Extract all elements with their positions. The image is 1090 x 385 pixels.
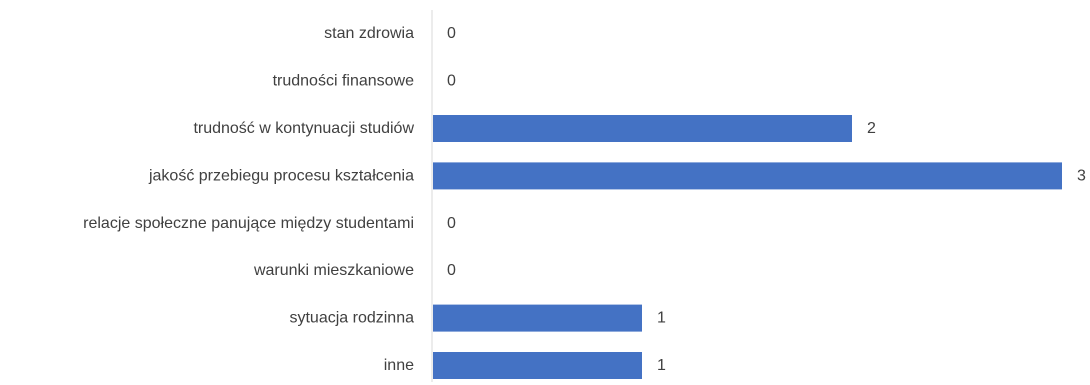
bar bbox=[433, 162, 1062, 190]
value-label: 0 bbox=[447, 73, 456, 90]
category-label: trudność w kontynuacji studiów bbox=[193, 120, 414, 137]
category-label: trudności finansowe bbox=[273, 73, 415, 90]
category-label: warunki mieszkaniowe bbox=[253, 262, 414, 279]
value-label: 0 bbox=[447, 262, 456, 279]
bar bbox=[433, 304, 642, 332]
value-label: 1 bbox=[657, 357, 666, 374]
value-label: 1 bbox=[657, 310, 666, 327]
value-label: 0 bbox=[447, 25, 456, 42]
value-labels: 0 0 2 3 0 0 1 1 bbox=[447, 25, 1086, 374]
value-label: 2 bbox=[867, 120, 876, 137]
value-label: 3 bbox=[1077, 167, 1086, 184]
value-label: 0 bbox=[447, 215, 456, 232]
bar bbox=[433, 115, 852, 142]
category-label: inne bbox=[384, 357, 414, 374]
category-label: stan zdrowia bbox=[324, 25, 414, 42]
category-labels: stan zdrowia trudności finansowe trudność … bbox=[83, 25, 414, 374]
category-label: relacje społeczne panujące między studen… bbox=[83, 215, 414, 232]
bars bbox=[433, 115, 1062, 379]
category-label: jakość przebiegu procesu kształcenia bbox=[148, 167, 414, 184]
category-label: sytuacja rodzinna bbox=[289, 310, 414, 327]
bar bbox=[433, 352, 642, 379]
